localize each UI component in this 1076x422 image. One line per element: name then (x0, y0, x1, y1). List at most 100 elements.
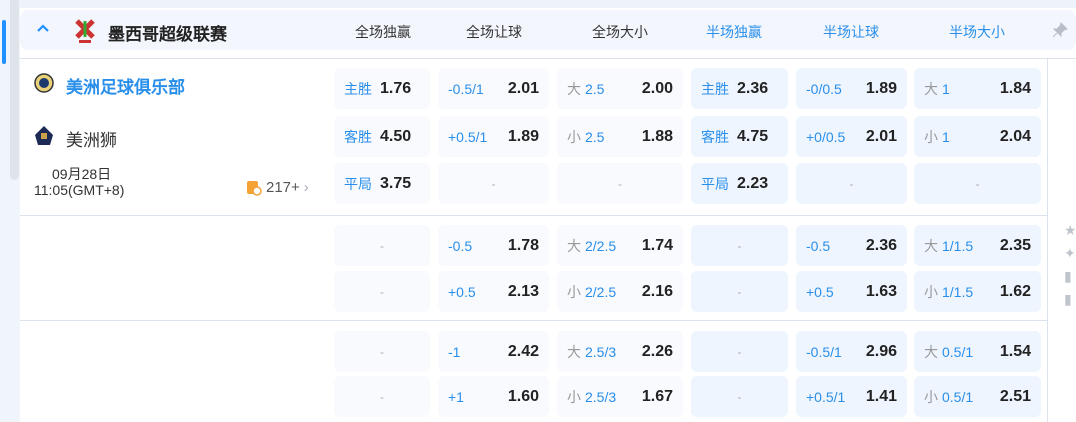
odds-cell[interactable]: 小 2.5 1.88 (557, 116, 683, 157)
odds-label: 2.5 (585, 128, 605, 145)
home-team-logo-icon (34, 73, 54, 93)
odds-cell[interactable]: +0.5/1 1.89 (438, 116, 549, 157)
empty-odds: - (380, 238, 384, 253)
over-under-label: 小 (924, 283, 938, 300)
odds-label: 客胜 (344, 128, 372, 145)
odds-value: 1.63 (865, 282, 897, 300)
divider (20, 215, 1048, 216)
odds-cell: - (557, 163, 683, 204)
odds-value: 2.96 (865, 342, 897, 360)
odds-cell[interactable]: 小 0.5/1 2.51 (914, 376, 1041, 417)
odds-cell[interactable]: 小 1 2.04 (914, 116, 1041, 157)
divider (20, 320, 1048, 321)
odds-label: +0.5/1 (806, 388, 846, 405)
pin-icon[interactable] (1052, 22, 1068, 38)
odds-cell: - (914, 163, 1041, 204)
stats-icon[interactable]: ▮ (1064, 268, 1072, 284)
odds-cell[interactable]: 主胜 1.76 (334, 68, 430, 109)
odds-cell: - (334, 331, 430, 372)
odds-cell[interactable]: 客胜 4.50 (334, 116, 430, 157)
odds-label: +0/0.5 (806, 128, 846, 145)
odds-cell[interactable]: 主胜 2.36 (691, 68, 788, 109)
more-markets-button[interactable]: 217+ › (246, 179, 309, 196)
over-under-label: 小 (567, 283, 581, 300)
odds-cell: - (691, 271, 788, 312)
odds-cell[interactable]: +1 1.60 (438, 376, 549, 417)
chevron-right-icon: › (303, 179, 309, 196)
odds-cell[interactable]: -0.5 1.78 (438, 225, 549, 266)
column-header: 半场让球 (823, 24, 879, 40)
odds-cell[interactable]: 客胜 4.75 (691, 116, 788, 157)
empty-odds: - (380, 284, 384, 299)
odds-label: 2.5 (585, 80, 605, 97)
odds-cell[interactable]: 大 2/2.5 1.74 (557, 225, 683, 266)
odds-label: 1/1.5 (942, 283, 974, 300)
odds-cell[interactable]: -0.5/1 2.01 (438, 68, 549, 109)
odds-cell: - (334, 225, 430, 266)
odds-cell[interactable]: 大 2.5 2.00 (557, 68, 683, 109)
empty-odds: - (618, 176, 622, 191)
odds-cell[interactable]: 大 1/1.5 2.35 (914, 225, 1041, 266)
odds-value: 2.13 (507, 282, 539, 300)
away-team-logo-icon (35, 126, 53, 145)
over-under-label: 小 (567, 128, 581, 145)
odds-label: 0.5/1 (942, 343, 974, 360)
chevron-up-icon[interactable] (36, 23, 50, 33)
over-under-label: 大 (924, 343, 938, 360)
over-under-label: 大 (567, 237, 581, 254)
odds-cell[interactable]: 大 0.5/1 1.54 (914, 331, 1041, 372)
odds-cell: - (691, 376, 788, 417)
odds-cell[interactable]: -0/0.5 1.89 (796, 68, 907, 109)
odds-cell[interactable]: 小 2/2.5 2.16 (557, 271, 683, 312)
more-count: 217+ (266, 179, 300, 196)
away-team-name[interactable]: 美洲狮 (66, 131, 117, 150)
odds-cell[interactable]: -0.5 2.36 (796, 225, 907, 266)
odds-value: 3.75 (380, 174, 412, 192)
odds-value: 1.76 (380, 79, 412, 97)
divider (20, 58, 1076, 59)
odds-label: 平局 (701, 175, 729, 192)
odds-list-icon (247, 180, 262, 196)
odds-cell[interactable]: 大 1 1.84 (914, 68, 1041, 109)
odds-label: -0.5/1 (448, 80, 484, 97)
odds-value: 1.62 (999, 282, 1031, 300)
chart-icon[interactable]: ▮ (1064, 291, 1072, 307)
odds-value: 1.89 (507, 127, 539, 145)
odds-label: 0.5/1 (942, 388, 974, 405)
odds-value: 2.42 (507, 342, 539, 360)
over-under-label: 大 (924, 237, 938, 254)
odds-cell[interactable]: +0.5 1.63 (796, 271, 907, 312)
over-under-label: 大 (924, 80, 938, 97)
home-team-name[interactable]: 美洲足球俱乐部 (66, 78, 185, 97)
empty-odds: - (737, 238, 742, 253)
odds-label: 1 (942, 128, 950, 145)
column-header: 全场大小 (592, 24, 648, 40)
odds-value: 2.35 (999, 236, 1031, 254)
odds-cell[interactable]: 平局 2.23 (691, 163, 788, 204)
empty-odds: - (491, 176, 496, 191)
column-header: 全场让球 (466, 24, 522, 40)
odds-label: -0.5 (806, 237, 831, 254)
divider (1047, 58, 1048, 422)
odds-cell[interactable]: 平局 3.75 (334, 163, 430, 204)
odds-cell[interactable]: 大 2.5/3 2.26 (557, 331, 683, 372)
liga-mx-logo-icon (75, 19, 95, 43)
odds-label: 平局 (344, 175, 372, 192)
odds-cell[interactable]: +0.5 2.13 (438, 271, 549, 312)
column-header: 半场独赢 (706, 24, 762, 40)
pin-icon[interactable]: ✦ (1064, 245, 1076, 261)
odds-cell[interactable]: -0.5/1 2.96 (796, 331, 907, 372)
odds-cell[interactable]: -1 2.42 (438, 331, 549, 372)
star-icon[interactable]: ★ (1064, 222, 1076, 238)
odds-cell[interactable]: 小 2.5/3 1.67 (557, 376, 683, 417)
odds-cell[interactable]: +0/0.5 2.01 (796, 116, 907, 157)
odds-cell[interactable]: 小 1/1.5 1.62 (914, 271, 1041, 312)
odds-value: 2.26 (641, 342, 673, 360)
odds-cell: - (438, 163, 549, 204)
odds-cell[interactable]: +0.5/1 1.41 (796, 376, 907, 417)
match-time: 11:05(GMT+8) (34, 182, 125, 198)
league-header[interactable]: 墨西哥超级联赛 (20, 10, 1076, 50)
scrollbar[interactable] (10, 0, 19, 180)
odds-value: 1.54 (999, 342, 1031, 360)
odds-cell: - (691, 225, 788, 266)
